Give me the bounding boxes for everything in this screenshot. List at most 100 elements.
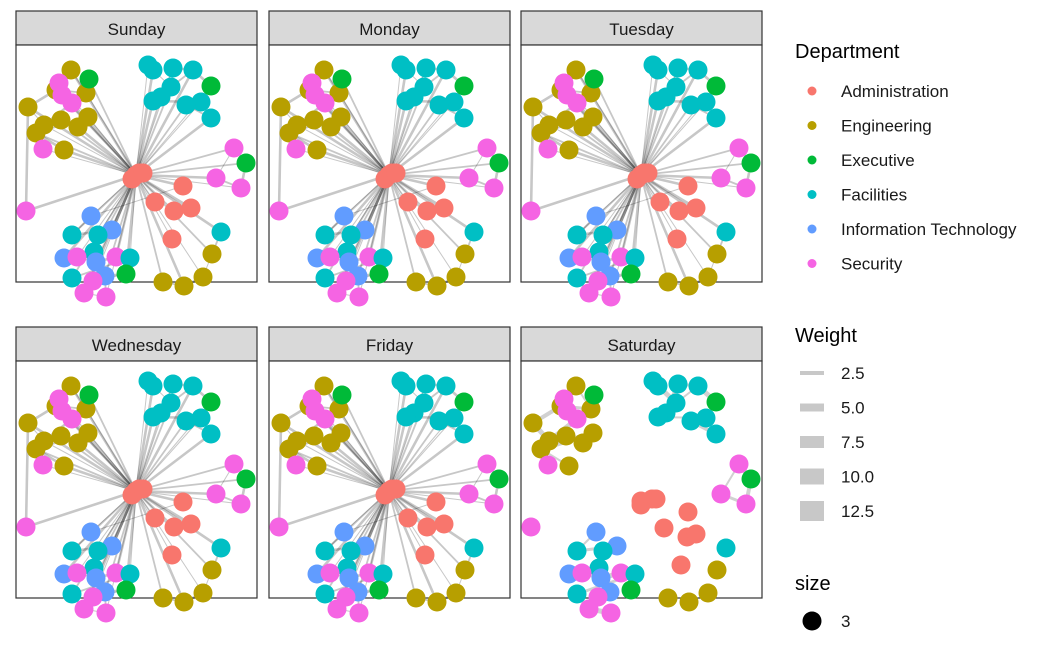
network-node	[593, 541, 613, 561]
network-node	[588, 271, 608, 291]
network-node	[334, 206, 354, 226]
weight-legend-items: 2.5 5.0 7.5 10.0 12.5	[800, 364, 874, 521]
network-node	[391, 371, 411, 391]
network-edge	[85, 408, 137, 492]
network-node	[26, 439, 46, 459]
network-node	[668, 58, 688, 78]
network-edge	[135, 147, 235, 176]
network-edge	[388, 101, 455, 176]
network-node	[176, 95, 196, 115]
network-edge	[90, 501, 184, 533]
network-node	[271, 413, 291, 433]
department-legend-swatch	[807, 121, 817, 130]
network-node	[444, 92, 464, 112]
network-node	[638, 163, 658, 183]
network-edge	[296, 124, 390, 176]
network-edge	[367, 173, 391, 259]
network-node	[454, 108, 474, 128]
network-edge	[640, 162, 752, 176]
network-node	[201, 424, 221, 444]
network-node	[556, 426, 576, 446]
network-node	[67, 247, 87, 267]
network-edge	[135, 162, 247, 176]
network-edge	[581, 125, 643, 177]
network-node	[391, 55, 411, 75]
network-edge	[135, 174, 164, 283]
network-edge	[593, 78, 642, 176]
network-node	[398, 192, 418, 212]
network-node	[667, 229, 687, 249]
department-legend-swatch	[807, 190, 817, 199]
network-node	[143, 407, 163, 427]
network-node	[145, 508, 165, 528]
network-node	[224, 454, 244, 474]
network-node	[176, 411, 196, 431]
network-node	[427, 276, 447, 296]
network-node	[81, 206, 101, 226]
network-node	[523, 97, 543, 117]
nodes	[521, 371, 761, 623]
network-node	[79, 385, 99, 405]
network-node	[334, 522, 354, 542]
network-edge	[634, 174, 642, 259]
network-node	[54, 140, 74, 160]
network-edge	[315, 148, 391, 177]
network-node	[706, 392, 726, 412]
network-edge	[343, 501, 437, 533]
network-edge	[288, 132, 390, 176]
network-edge	[388, 147, 488, 176]
facet-panel: Monday	[268, 10, 511, 307]
network-node	[386, 163, 406, 183]
network-node	[211, 222, 231, 242]
network-node	[33, 455, 53, 475]
network-node	[173, 176, 193, 196]
network-node	[83, 271, 103, 291]
department-legend-label: Engineering	[841, 117, 932, 136]
department-legend-item: Information Technology	[807, 220, 1017, 239]
network-node	[436, 376, 456, 396]
network-edge	[340, 432, 390, 492]
network-edge	[114, 173, 138, 259]
network-edge	[134, 384, 155, 493]
network-edge	[382, 174, 390, 259]
network-node	[736, 494, 756, 514]
weight-legend-item: 10.0	[800, 468, 874, 487]
department-legend-item: Engineering	[807, 117, 932, 136]
network-node	[191, 92, 211, 112]
network-edge	[277, 489, 391, 529]
network-edge	[288, 448, 390, 492]
network-node	[688, 60, 708, 80]
network-node	[686, 524, 706, 544]
network-node	[88, 225, 108, 245]
network-edge	[135, 96, 162, 176]
network-node	[133, 163, 153, 183]
network-edge	[640, 64, 654, 176]
nodes	[269, 371, 509, 623]
network-node	[304, 110, 324, 130]
network-edge	[387, 489, 439, 604]
network-edge	[85, 92, 137, 176]
network-node	[489, 153, 509, 173]
department-legend-item: Facilities	[807, 186, 907, 205]
network-edge	[62, 464, 138, 493]
facet-strip	[15, 326, 258, 362]
network-edge	[24, 421, 30, 529]
network-node	[706, 424, 726, 444]
network-edge	[619, 173, 643, 259]
network-edge	[24, 105, 30, 213]
network-node	[625, 248, 645, 268]
network-node	[477, 454, 497, 474]
network-node	[206, 484, 226, 504]
size-legend-item: 3	[802, 611, 850, 631]
network-node	[454, 76, 474, 96]
network-node	[698, 583, 718, 603]
network-edge	[24, 173, 138, 213]
network-node	[320, 247, 340, 267]
network-edge	[62, 148, 138, 177]
network-node	[78, 423, 98, 443]
network-node	[583, 107, 603, 127]
network-node	[96, 603, 116, 623]
network-node	[315, 541, 335, 561]
network-node	[621, 580, 641, 600]
network-node	[416, 374, 436, 394]
